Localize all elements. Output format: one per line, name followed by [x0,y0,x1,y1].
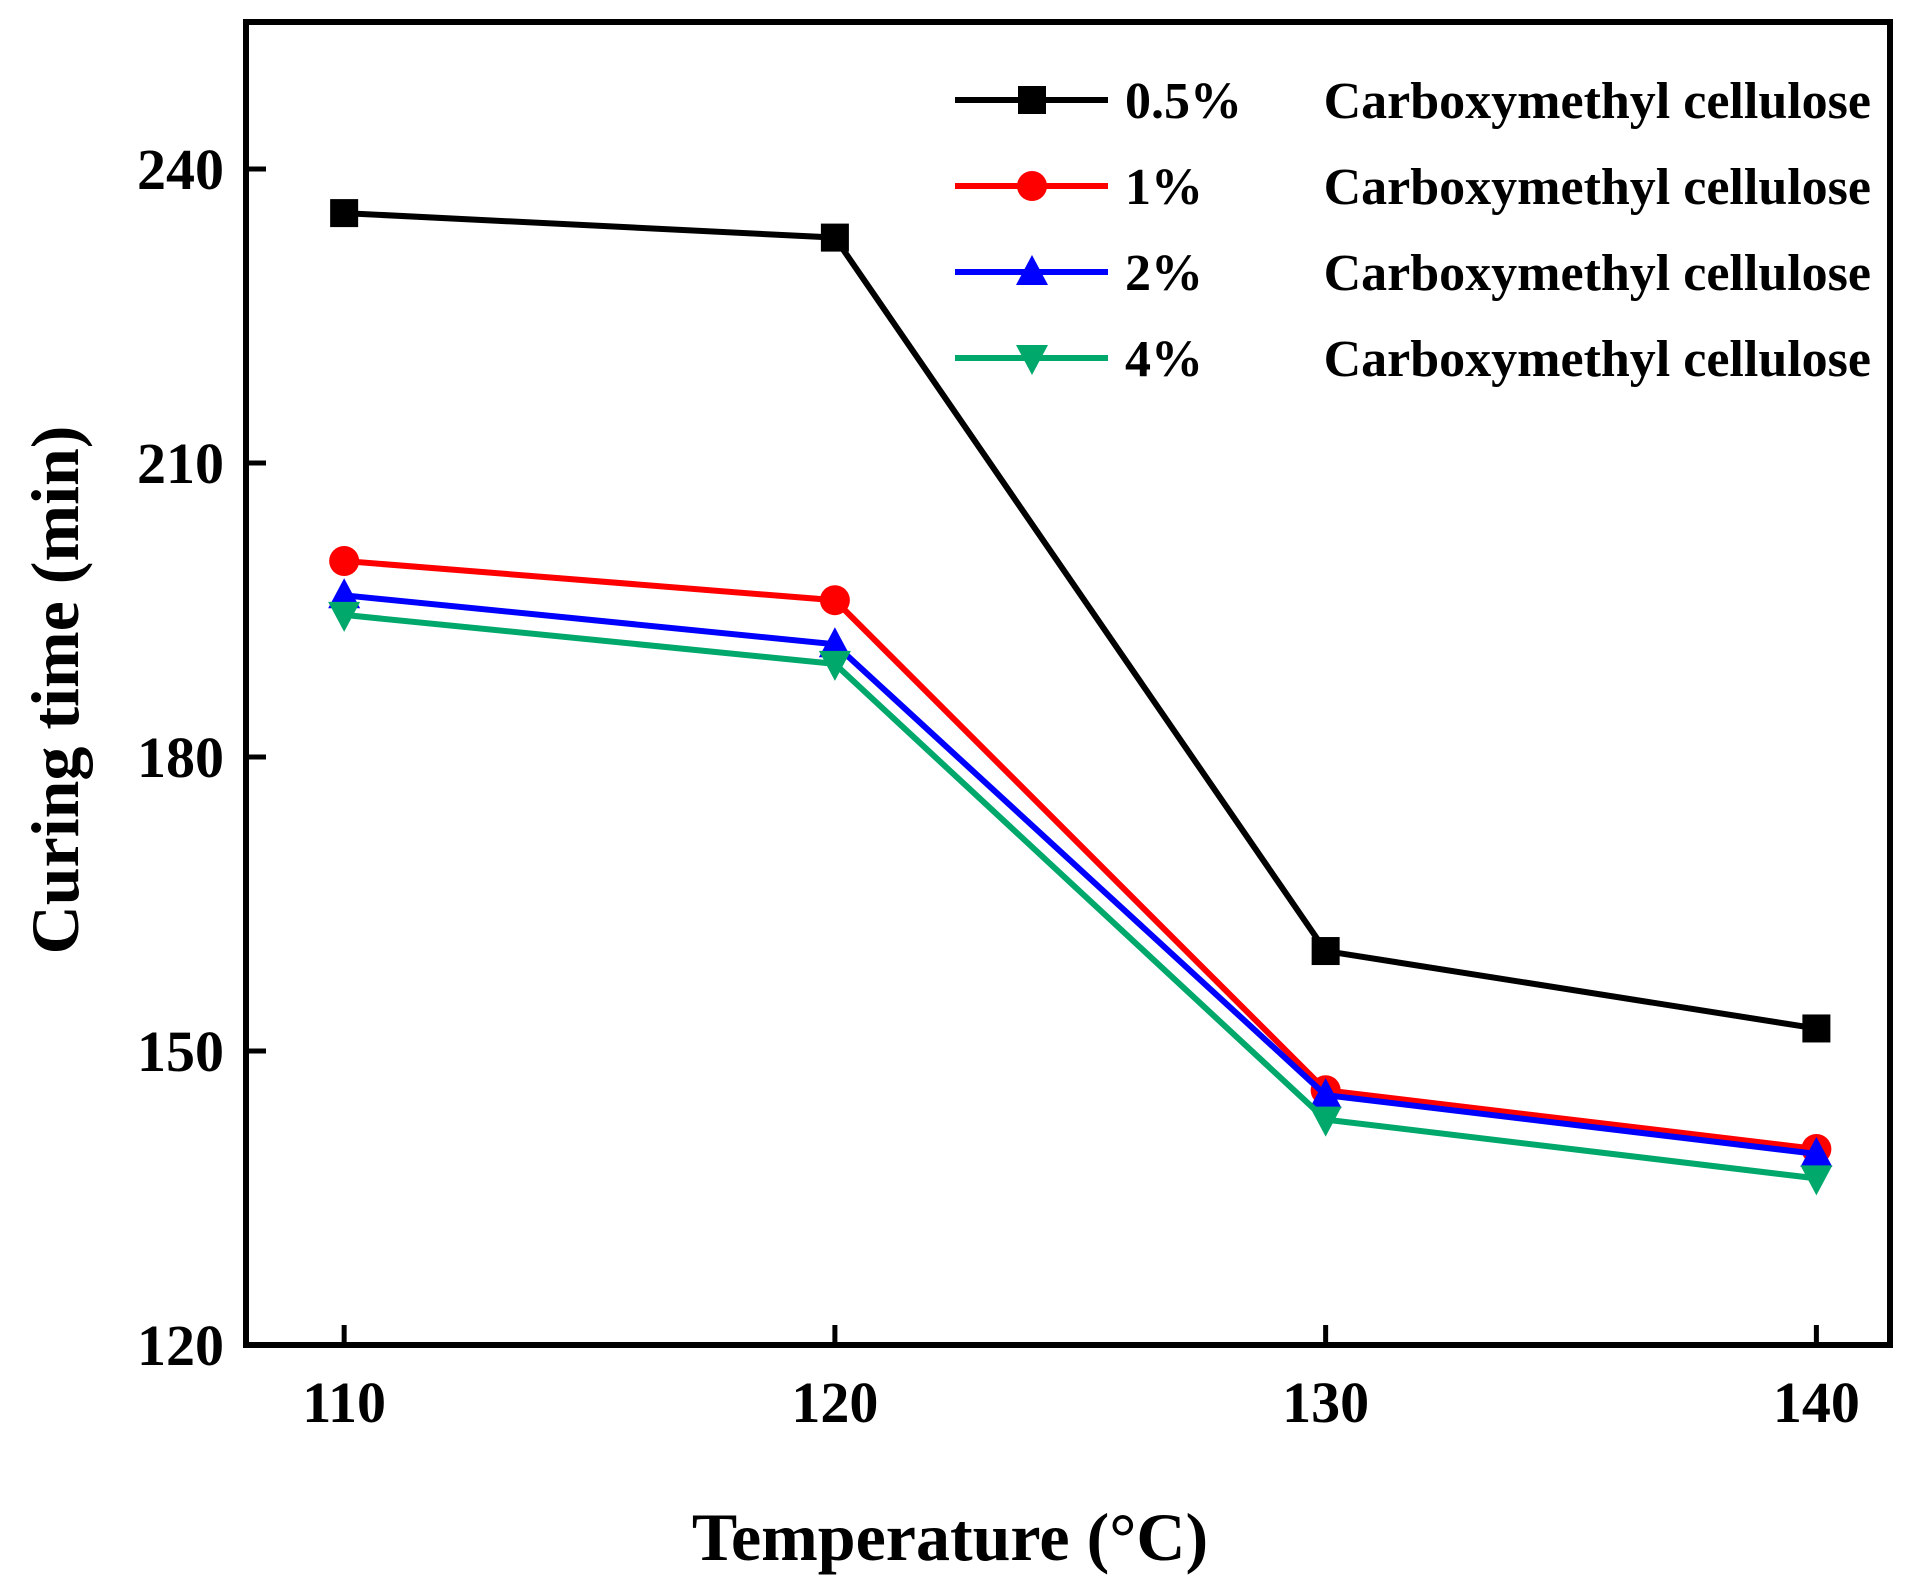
legend-label-pct: 4% [1125,331,1203,388]
data-point [1800,1136,1833,1167]
legend-label-name: Carboxymethyl cellulose [1324,159,1871,216]
x-tick-label: 110 [302,1370,386,1435]
series-line [343,611,1817,1182]
y-tick-label: 150 [137,1019,224,1084]
data-point [1309,1078,1342,1109]
legend-label-name: Carboxymethyl cellulose [1324,245,1871,302]
legend-item: 0.5% Carboxymethyl cellulose [955,73,1871,130]
legend-label-pct: 1% [1125,159,1203,216]
y-tick-label: 120 [137,1313,224,1378]
y-axis-title: Curing time (min) [17,426,93,955]
legend-item: 1% Carboxymethyl cellulose [955,159,1871,216]
data-point [819,585,850,616]
y-axis: 120 150 180 210 240 [137,137,266,1378]
plot-frame [243,19,1893,1348]
legend-label-name: Carboxymethyl cellulose [1324,331,1871,388]
x-tick-label: 140 [1773,1370,1860,1435]
series-1 [330,199,1831,1043]
y-tick-label: 210 [137,431,224,496]
legend-swatch-marker [1016,345,1048,375]
series-line [343,210,1817,1032]
data-point [820,223,849,252]
x-tick-label: 120 [791,1370,878,1435]
data-point [818,650,851,681]
y-tick-label: 180 [137,725,224,790]
legend: 0.5% Carboxymethyl cellulose 1% Carboxymeth… [955,73,1871,388]
series-3 [328,578,1833,1167]
data-point [330,199,359,228]
data-point [1311,937,1340,966]
x-tick-label: 130 [1282,1370,1369,1435]
legend-item: 4% Carboxymethyl cellulose [955,331,1871,388]
legend-label-pct: 0.5% [1125,73,1242,130]
legend-swatch-marker [1017,171,1047,201]
series-line [343,558,1817,1152]
y-tick-label: 240 [137,137,224,202]
plot-area [243,19,1893,1348]
series-group [328,199,1833,1196]
data-point [818,627,851,658]
legend-swatch-marker [1018,86,1046,114]
legend-label-pct: 2% [1125,245,1203,302]
legend-item: 2% Carboxymethyl cellulose [955,245,1871,302]
data-point [328,578,361,609]
series-4 [328,601,1833,1196]
data-point [1800,1165,1833,1196]
series-line [343,592,1817,1157]
x-axis-title: Temperature (°C) [692,1499,1208,1575]
data-point [1309,1106,1342,1137]
x-axis: 110 120 130 140 [302,1325,1860,1435]
data-point [1802,1014,1831,1043]
data-point [328,601,361,632]
data-point [329,546,360,576]
legend-swatch-marker [1016,255,1048,285]
legend-label-name: Carboxymethyl cellulose [1324,73,1871,130]
